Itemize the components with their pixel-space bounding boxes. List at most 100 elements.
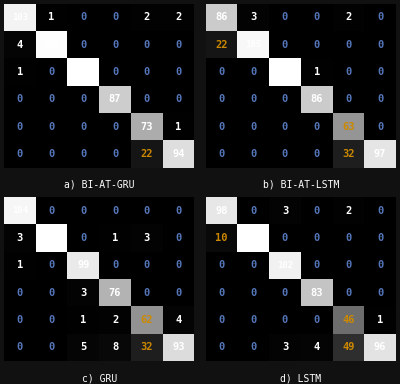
Text: 0: 0 bbox=[377, 122, 383, 132]
Bar bbox=[4, 113, 36, 141]
Text: 3: 3 bbox=[144, 233, 150, 243]
Text: 0: 0 bbox=[282, 233, 288, 243]
Text: 4: 4 bbox=[17, 40, 23, 50]
Bar bbox=[36, 224, 68, 252]
Bar bbox=[206, 306, 238, 334]
Text: 0: 0 bbox=[175, 233, 182, 243]
Text: 0: 0 bbox=[48, 315, 55, 325]
Bar bbox=[364, 113, 396, 141]
Text: 0: 0 bbox=[345, 67, 352, 77]
Bar bbox=[364, 224, 396, 252]
Text: 98: 98 bbox=[215, 206, 228, 216]
Text: 0: 0 bbox=[112, 149, 118, 159]
Bar bbox=[364, 31, 396, 58]
Bar bbox=[238, 58, 269, 86]
Bar bbox=[99, 197, 131, 224]
Bar bbox=[4, 306, 36, 334]
Text: 0: 0 bbox=[250, 206, 256, 216]
Text: 0: 0 bbox=[48, 288, 55, 298]
Bar bbox=[162, 86, 194, 113]
Bar bbox=[364, 4, 396, 31]
Text: 86: 86 bbox=[310, 94, 323, 104]
Text: 1: 1 bbox=[80, 315, 86, 325]
Text: 105: 105 bbox=[245, 40, 261, 49]
Text: 0: 0 bbox=[250, 260, 256, 270]
Bar bbox=[206, 31, 238, 58]
Bar bbox=[68, 31, 99, 58]
Bar bbox=[131, 4, 162, 31]
Bar bbox=[36, 334, 68, 361]
Bar bbox=[364, 334, 396, 361]
Text: 73: 73 bbox=[140, 122, 153, 132]
Text: 10: 10 bbox=[215, 233, 228, 243]
Bar bbox=[68, 334, 99, 361]
Text: 0: 0 bbox=[218, 288, 225, 298]
Bar bbox=[269, 4, 301, 31]
Text: 0: 0 bbox=[282, 40, 288, 50]
Text: 0: 0 bbox=[377, 206, 383, 216]
Bar bbox=[131, 58, 162, 86]
Text: 0: 0 bbox=[17, 94, 23, 104]
Bar bbox=[269, 113, 301, 141]
Text: 22: 22 bbox=[140, 149, 153, 159]
Bar bbox=[36, 306, 68, 334]
Bar bbox=[162, 58, 194, 86]
Text: 0: 0 bbox=[112, 13, 118, 23]
Text: 0: 0 bbox=[250, 122, 256, 132]
Text: 0: 0 bbox=[17, 315, 23, 325]
Text: 0: 0 bbox=[17, 122, 23, 132]
Text: 0: 0 bbox=[80, 149, 86, 159]
Text: 3: 3 bbox=[282, 342, 288, 352]
Text: 94: 94 bbox=[172, 149, 185, 159]
Text: 0: 0 bbox=[218, 149, 225, 159]
Bar bbox=[162, 141, 194, 168]
Text: 0: 0 bbox=[144, 260, 150, 270]
Text: 49: 49 bbox=[342, 342, 355, 352]
Bar bbox=[301, 4, 332, 31]
Bar bbox=[301, 252, 332, 279]
Text: 46: 46 bbox=[342, 315, 355, 325]
Text: 99: 99 bbox=[77, 260, 90, 270]
Text: 0: 0 bbox=[80, 122, 86, 132]
Bar bbox=[4, 141, 36, 168]
Text: 0: 0 bbox=[48, 67, 55, 77]
Bar bbox=[131, 86, 162, 113]
Bar bbox=[206, 58, 238, 86]
Bar bbox=[238, 279, 269, 306]
Text: 2: 2 bbox=[144, 13, 150, 23]
Text: 22: 22 bbox=[215, 40, 228, 50]
Text: 0: 0 bbox=[314, 40, 320, 50]
Text: 0: 0 bbox=[144, 40, 150, 50]
Bar bbox=[301, 224, 332, 252]
Text: 0: 0 bbox=[48, 149, 55, 159]
Text: 0: 0 bbox=[218, 342, 225, 352]
Bar bbox=[68, 279, 99, 306]
Bar bbox=[4, 279, 36, 306]
Text: 96: 96 bbox=[374, 342, 386, 352]
Bar bbox=[332, 197, 364, 224]
Bar bbox=[206, 4, 238, 31]
Text: 83: 83 bbox=[310, 288, 323, 298]
Bar bbox=[238, 31, 269, 58]
Text: 0: 0 bbox=[377, 67, 383, 77]
Text: 0: 0 bbox=[250, 315, 256, 325]
Bar bbox=[332, 4, 364, 31]
Bar bbox=[332, 58, 364, 86]
Text: 0: 0 bbox=[250, 149, 256, 159]
Bar bbox=[364, 197, 396, 224]
Text: 0: 0 bbox=[175, 206, 182, 216]
Text: 97: 97 bbox=[374, 149, 386, 159]
Bar bbox=[364, 306, 396, 334]
Bar bbox=[301, 141, 332, 168]
Text: 0: 0 bbox=[218, 260, 225, 270]
Bar bbox=[269, 306, 301, 334]
Bar bbox=[301, 334, 332, 361]
Bar bbox=[36, 113, 68, 141]
Text: 0: 0 bbox=[17, 342, 23, 352]
Bar bbox=[206, 197, 238, 224]
Text: 0: 0 bbox=[314, 315, 320, 325]
Bar bbox=[131, 252, 162, 279]
Bar bbox=[99, 31, 131, 58]
Text: 0: 0 bbox=[282, 94, 288, 104]
Bar bbox=[68, 58, 99, 86]
